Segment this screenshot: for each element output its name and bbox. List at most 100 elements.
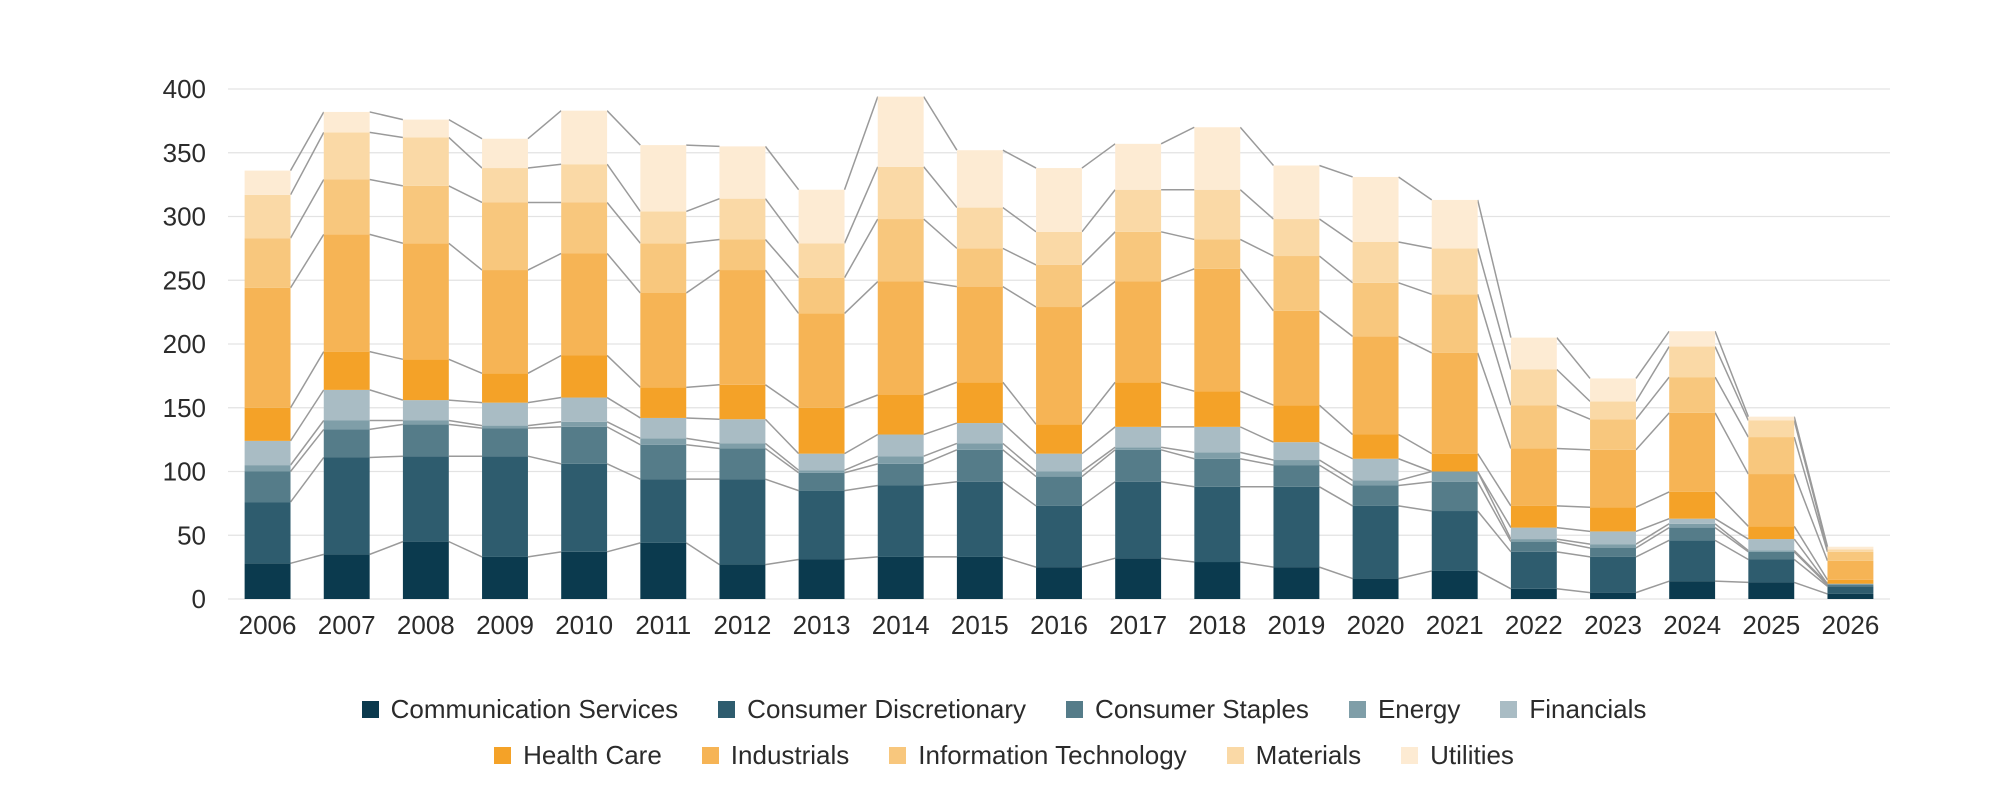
bar-segment xyxy=(1036,231,1082,265)
connector-line xyxy=(686,417,720,420)
connector-line xyxy=(923,166,958,209)
bar-segment xyxy=(482,456,528,557)
bar-segment xyxy=(1590,531,1636,545)
bar-segment xyxy=(402,400,449,421)
connector-line xyxy=(1556,505,1591,508)
connector-line xyxy=(527,551,562,558)
x-tick-label: 2020 xyxy=(1347,610,1405,640)
bar-segment xyxy=(719,270,766,385)
connector-line xyxy=(1081,143,1116,169)
connector-line xyxy=(923,449,958,465)
bar-segment xyxy=(323,420,370,430)
bar-segment xyxy=(798,472,845,491)
connector-line xyxy=(289,131,325,196)
legend-row: Communication Services Consumer Discretio… xyxy=(0,686,2008,732)
connector-line xyxy=(1398,480,1432,487)
connector-line xyxy=(1476,199,1512,338)
bar-segment xyxy=(1827,551,1874,561)
legend-item: Financials xyxy=(1500,694,1646,725)
bar-segment xyxy=(1827,579,1874,584)
bar-segment xyxy=(956,556,1003,599)
bar-segment xyxy=(482,138,528,169)
bar-segment xyxy=(1669,491,1716,519)
connector-line xyxy=(1556,447,1591,451)
connector-line xyxy=(1239,390,1274,406)
bar-segment xyxy=(956,443,1003,450)
connector-line xyxy=(1081,381,1116,425)
bar-segment xyxy=(719,443,766,449)
connector-line xyxy=(1556,588,1591,594)
bar-segment xyxy=(1352,242,1399,283)
bar-segment xyxy=(1669,331,1716,347)
bar-segment xyxy=(1590,419,1636,450)
bar-segment xyxy=(1431,471,1478,482)
bar-segment xyxy=(482,425,528,429)
bar-segment xyxy=(1273,256,1320,311)
bar-segment xyxy=(1669,412,1716,492)
y-axis-tick-labels: 0 50 100 150 200 250 300 350 400 xyxy=(163,74,206,614)
bar-segment xyxy=(482,402,528,426)
connector-line xyxy=(1081,426,1116,455)
bar-segment xyxy=(1431,453,1478,472)
bar-segment xyxy=(1194,486,1241,563)
connector-line xyxy=(1002,381,1037,425)
connector-line xyxy=(606,110,641,146)
x-tick-label: 2022 xyxy=(1505,610,1563,640)
connector-line xyxy=(1002,247,1037,266)
connector-line xyxy=(527,252,562,271)
bar-segment xyxy=(1036,453,1082,472)
y-tick-label: 0 xyxy=(192,584,206,614)
legend-item: Materials xyxy=(1226,740,1361,771)
bar-segment xyxy=(402,243,449,360)
bar-segment xyxy=(1115,426,1162,448)
connector-line xyxy=(527,421,562,427)
bar-segment xyxy=(1431,511,1478,571)
connector-line xyxy=(369,178,404,187)
bar-segment xyxy=(1748,582,1795,599)
connector-line xyxy=(606,202,641,244)
bar-segment xyxy=(244,407,291,441)
connector-line xyxy=(290,553,324,565)
bars xyxy=(244,96,1874,599)
legend-item: Health Care xyxy=(494,740,662,771)
connector-line xyxy=(1240,561,1274,568)
bar-segment xyxy=(1352,336,1399,435)
bar-segment xyxy=(877,166,924,220)
connector-line xyxy=(1239,238,1274,257)
bar-segment xyxy=(798,243,845,278)
connector-line xyxy=(1793,436,1829,553)
bar-segment xyxy=(798,277,845,314)
connector-line xyxy=(844,455,879,471)
connector-line xyxy=(1793,525,1829,581)
connector-line xyxy=(1635,580,1670,594)
connector-line xyxy=(1635,491,1670,508)
bar-segment xyxy=(482,428,528,457)
connector-line xyxy=(1476,248,1512,370)
bar-segment xyxy=(561,426,608,464)
connector-line xyxy=(527,163,562,169)
connector-line xyxy=(1477,481,1512,542)
bar-segment xyxy=(244,170,291,195)
connector-line xyxy=(448,185,483,204)
connector-line xyxy=(1240,458,1274,466)
connector-line xyxy=(1002,442,1037,473)
bar-segment xyxy=(1036,168,1082,232)
bar-segment xyxy=(1590,449,1636,508)
bar-segment xyxy=(1115,231,1162,282)
bar-segment xyxy=(1431,481,1478,512)
bar-segment xyxy=(877,556,924,599)
bar-segment xyxy=(482,202,528,271)
legend-item: Utilities xyxy=(1401,740,1514,771)
bar-segment xyxy=(1036,476,1082,506)
legend-swatch xyxy=(701,746,719,764)
bar-segment xyxy=(956,150,1003,208)
bar-segment xyxy=(1748,559,1795,583)
legend-item: Information Technology xyxy=(889,740,1187,771)
bar-segment xyxy=(244,471,291,503)
bar-segment xyxy=(323,179,370,235)
connector-line xyxy=(1081,557,1116,568)
connector-line xyxy=(1793,581,1828,595)
bar-segment xyxy=(561,551,608,599)
bar-segment xyxy=(1431,199,1478,249)
connector-line xyxy=(1081,280,1116,308)
